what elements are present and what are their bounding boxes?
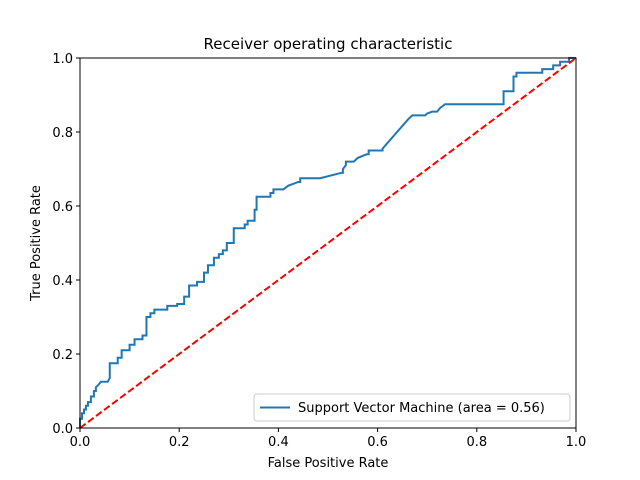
x-tick-label: 0.8	[466, 435, 487, 450]
y-axis-ticks: 0.0 0.2 0.4 0.6 0.8 1.0	[52, 52, 80, 437]
roc-curve-line	[79, 57, 576, 428]
x-tick-label: 0.4	[268, 435, 289, 450]
x-axis-label: False Positive Rate	[268, 456, 389, 471]
legend-entry-label: Support Vector Machine (area = 0.56)	[298, 401, 545, 416]
y-tick-label: 0.2	[52, 348, 73, 363]
series-layer	[79, 57, 577, 429]
chance-diagonal-line	[79, 57, 577, 429]
legend-box	[253, 393, 571, 422]
legend: Support Vector Machine (area = 0.56)	[253, 393, 571, 422]
y-tick-label: 0.0	[52, 422, 73, 437]
y-tick-label: 0.4	[52, 274, 73, 289]
x-axis-ticks: 0.0 0.2 0.4 0.6 0.8 1.0	[70, 428, 587, 450]
x-tick-label: 1.0	[566, 435, 587, 450]
chart-title: Receiver operating characteristic	[204, 35, 453, 53]
y-tick-label: 1.0	[52, 52, 73, 67]
y-axis-label: True Positive Rate	[29, 185, 44, 302]
plot-frame	[79, 57, 577, 429]
y-tick-label: 0.6	[52, 200, 73, 215]
y-tick-label: 0.8	[52, 126, 73, 141]
x-tick-label: 0.0	[70, 435, 91, 450]
x-tick-label: 0.2	[169, 435, 190, 450]
x-tick-label: 0.6	[367, 435, 388, 450]
